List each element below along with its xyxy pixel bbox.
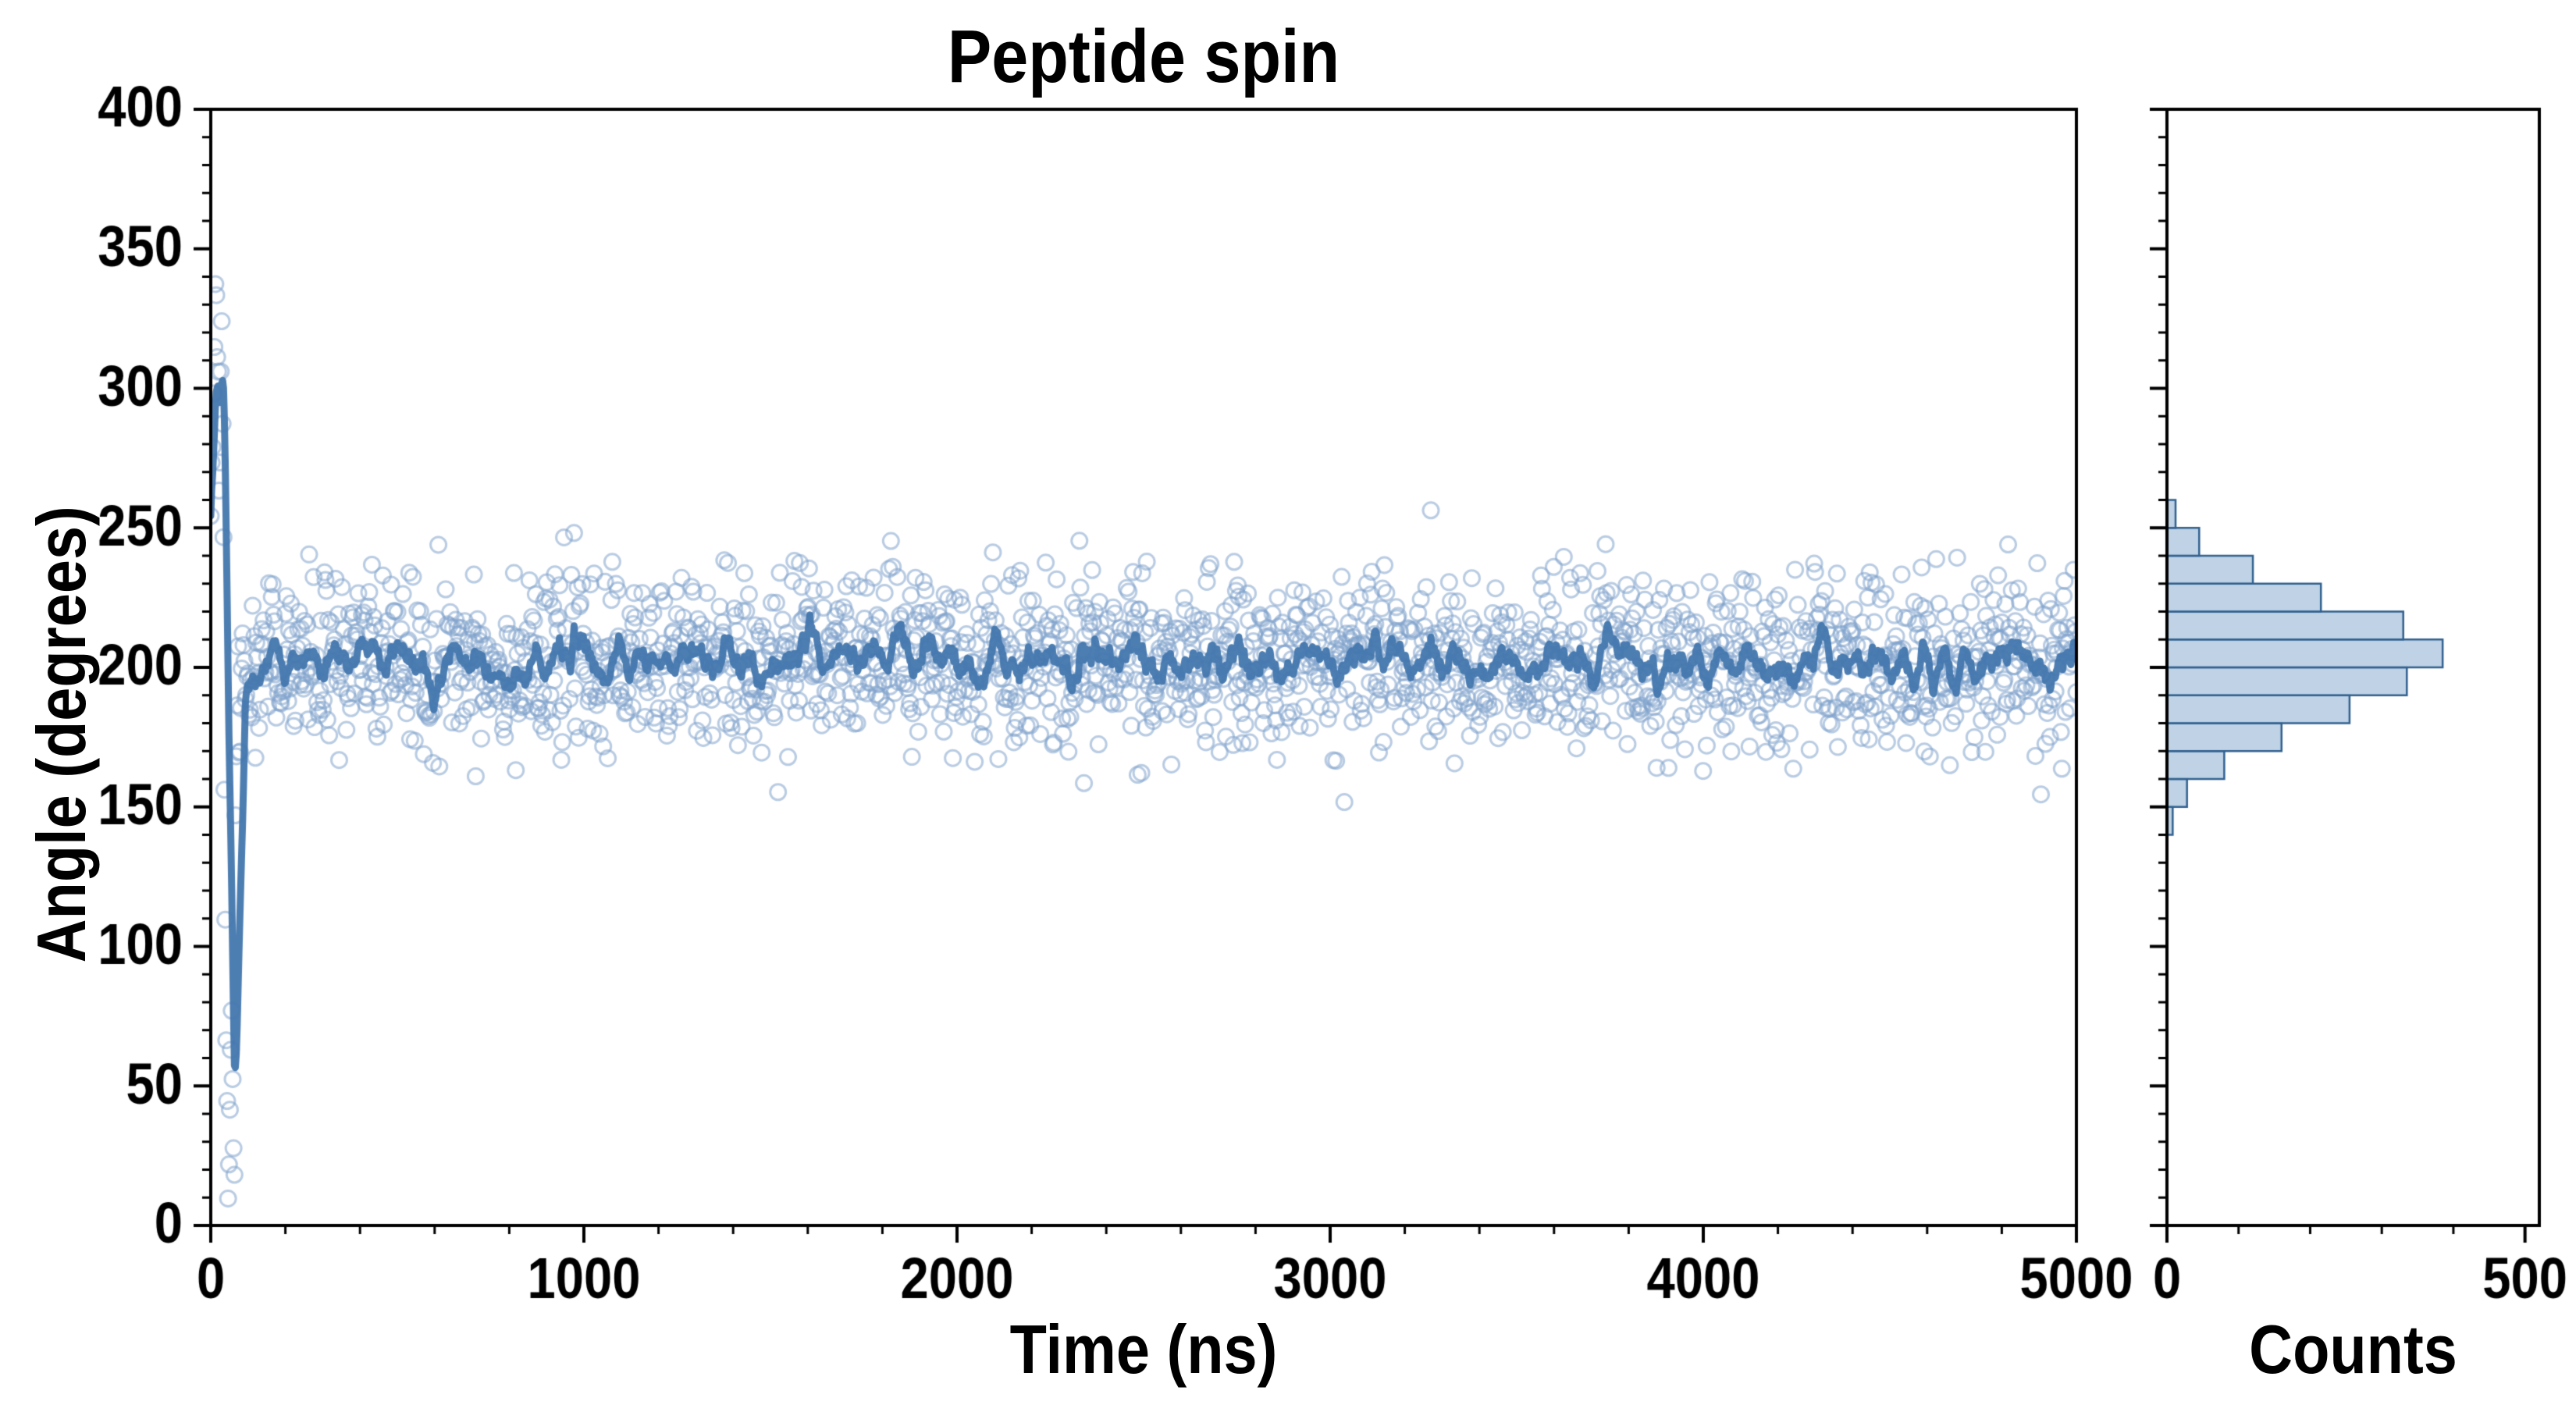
x-axis-label: Time (ns): [1009, 1311, 1278, 1388]
y-axis-label: Angle (degrees): [23, 506, 100, 963]
chart-title: Peptide spin: [947, 15, 1340, 98]
histogram-x-axis-label: Counts: [2249, 1311, 2457, 1388]
